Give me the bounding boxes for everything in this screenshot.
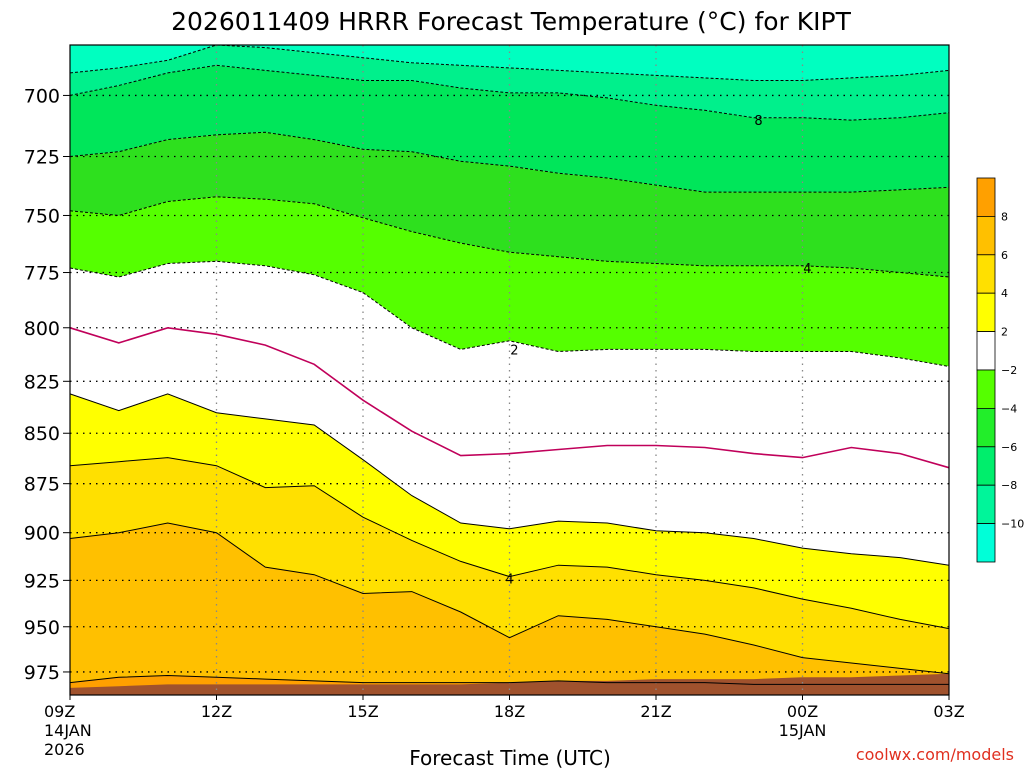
band-2-to-4	[70, 393, 949, 629]
isotherm--10	[69, 44, 950, 81]
x-tick-date-15: 15JAN	[779, 721, 827, 740]
colorbar-box-9	[976, 523, 996, 563]
band--4-to--2	[70, 196, 949, 367]
credit-text: coolwx.com/models	[856, 745, 1014, 764]
band-4-to-6	[70, 457, 949, 674]
y-tick-label-975: 975	[24, 662, 60, 684]
isotherm--2	[69, 260, 950, 367]
isotherm-0	[69, 326, 950, 469]
x-tick-date-0: 14JAN	[44, 721, 92, 740]
x-tick-label-9: 18Z	[494, 702, 525, 721]
colorbar-box-0	[976, 177, 996, 217]
contour-label-3: 4	[505, 572, 513, 587]
y-axis: 700 725 750 775 800 825 850 875 900 925 950 975	[24, 85, 70, 684]
colorbar-label-8: 8	[1001, 210, 1008, 223]
colorbar-label-6: 4	[1001, 287, 1008, 300]
colorbar-box-2	[976, 254, 996, 294]
y-tick-label-850: 850	[24, 423, 60, 445]
band-6-to-8	[70, 523, 949, 685]
chart-title: 2026011409 HRRR Forecast Temperature (°C…	[171, 7, 851, 36]
y-tick-label-725: 725	[24, 146, 60, 168]
band--6-to--4	[70, 132, 949, 277]
contour-labels: 8 4 2 4	[505, 114, 811, 587]
y-tick-label-875: 875	[24, 474, 60, 496]
colorbar-label-4: −2	[1001, 364, 1017, 377]
y-tick-label-925: 925	[24, 570, 60, 592]
y-tick-label-825: 825	[24, 371, 60, 393]
x-tick-label-18: 03Z	[933, 702, 964, 721]
x-tick-label-3: 12Z	[201, 702, 232, 721]
y-tick-label-800: 800	[24, 318, 60, 340]
colorbar: −10 −8 −6 −4 −2 2 4 6 8	[976, 177, 1024, 563]
colorbar-label-2: −6	[1001, 441, 1017, 454]
temperature-bands	[70, 45, 949, 695]
contour-label-2: 2	[510, 343, 518, 358]
colorbar-label-7: 6	[1001, 249, 1008, 262]
isotherm-2	[69, 393, 950, 566]
isotherm--4	[69, 196, 950, 278]
band--99-to--10	[70, 45, 949, 81]
colorbar-label-1: −8	[1001, 479, 1017, 492]
y-tick-label-700: 700	[24, 85, 60, 107]
y-tick-label-750: 750	[24, 205, 60, 227]
colorbar-box-5	[976, 369, 996, 409]
colorbar-box-7	[976, 446, 996, 486]
y-tick-label-775: 775	[24, 263, 60, 285]
grid	[70, 45, 949, 695]
x-tick-year-0: 2026	[44, 740, 85, 759]
band--2-to-2	[70, 261, 949, 566]
x-tick-label-6: 15Z	[347, 702, 378, 721]
contour-label-1: 4	[803, 262, 811, 277]
band--8-to--6	[70, 65, 949, 193]
y-tick-label-900: 900	[24, 523, 60, 545]
colorbar-box-8	[976, 484, 996, 525]
isotherm-6	[69, 522, 950, 675]
colorbar-label-5: 2	[1001, 326, 1008, 339]
terrain	[70, 673, 949, 695]
x-tick-label-15: 00Z	[787, 702, 818, 721]
colorbar-box-4	[976, 331, 996, 371]
isotherm-4	[69, 457, 950, 630]
isotherms	[69, 44, 950, 685]
x-tick-label-0: 09Z	[44, 702, 75, 721]
colorbar-box-6	[976, 407, 996, 448]
contour-label-0: 8	[754, 114, 762, 129]
colorbar-box-3	[976, 292, 996, 333]
colorbar-label-0: −10	[1001, 518, 1024, 531]
colorbar-label-3: −4	[1001, 402, 1017, 415]
x-axis-title: Forecast Time (UTC)	[409, 746, 611, 768]
ground-area	[70, 673, 949, 695]
band--10-to--8	[70, 45, 949, 121]
y-tick-label-950: 950	[24, 617, 60, 639]
isotherm-8	[69, 674, 949, 685]
colorbar-box-1	[976, 215, 996, 256]
x-tick-label-12: 21Z	[640, 702, 671, 721]
